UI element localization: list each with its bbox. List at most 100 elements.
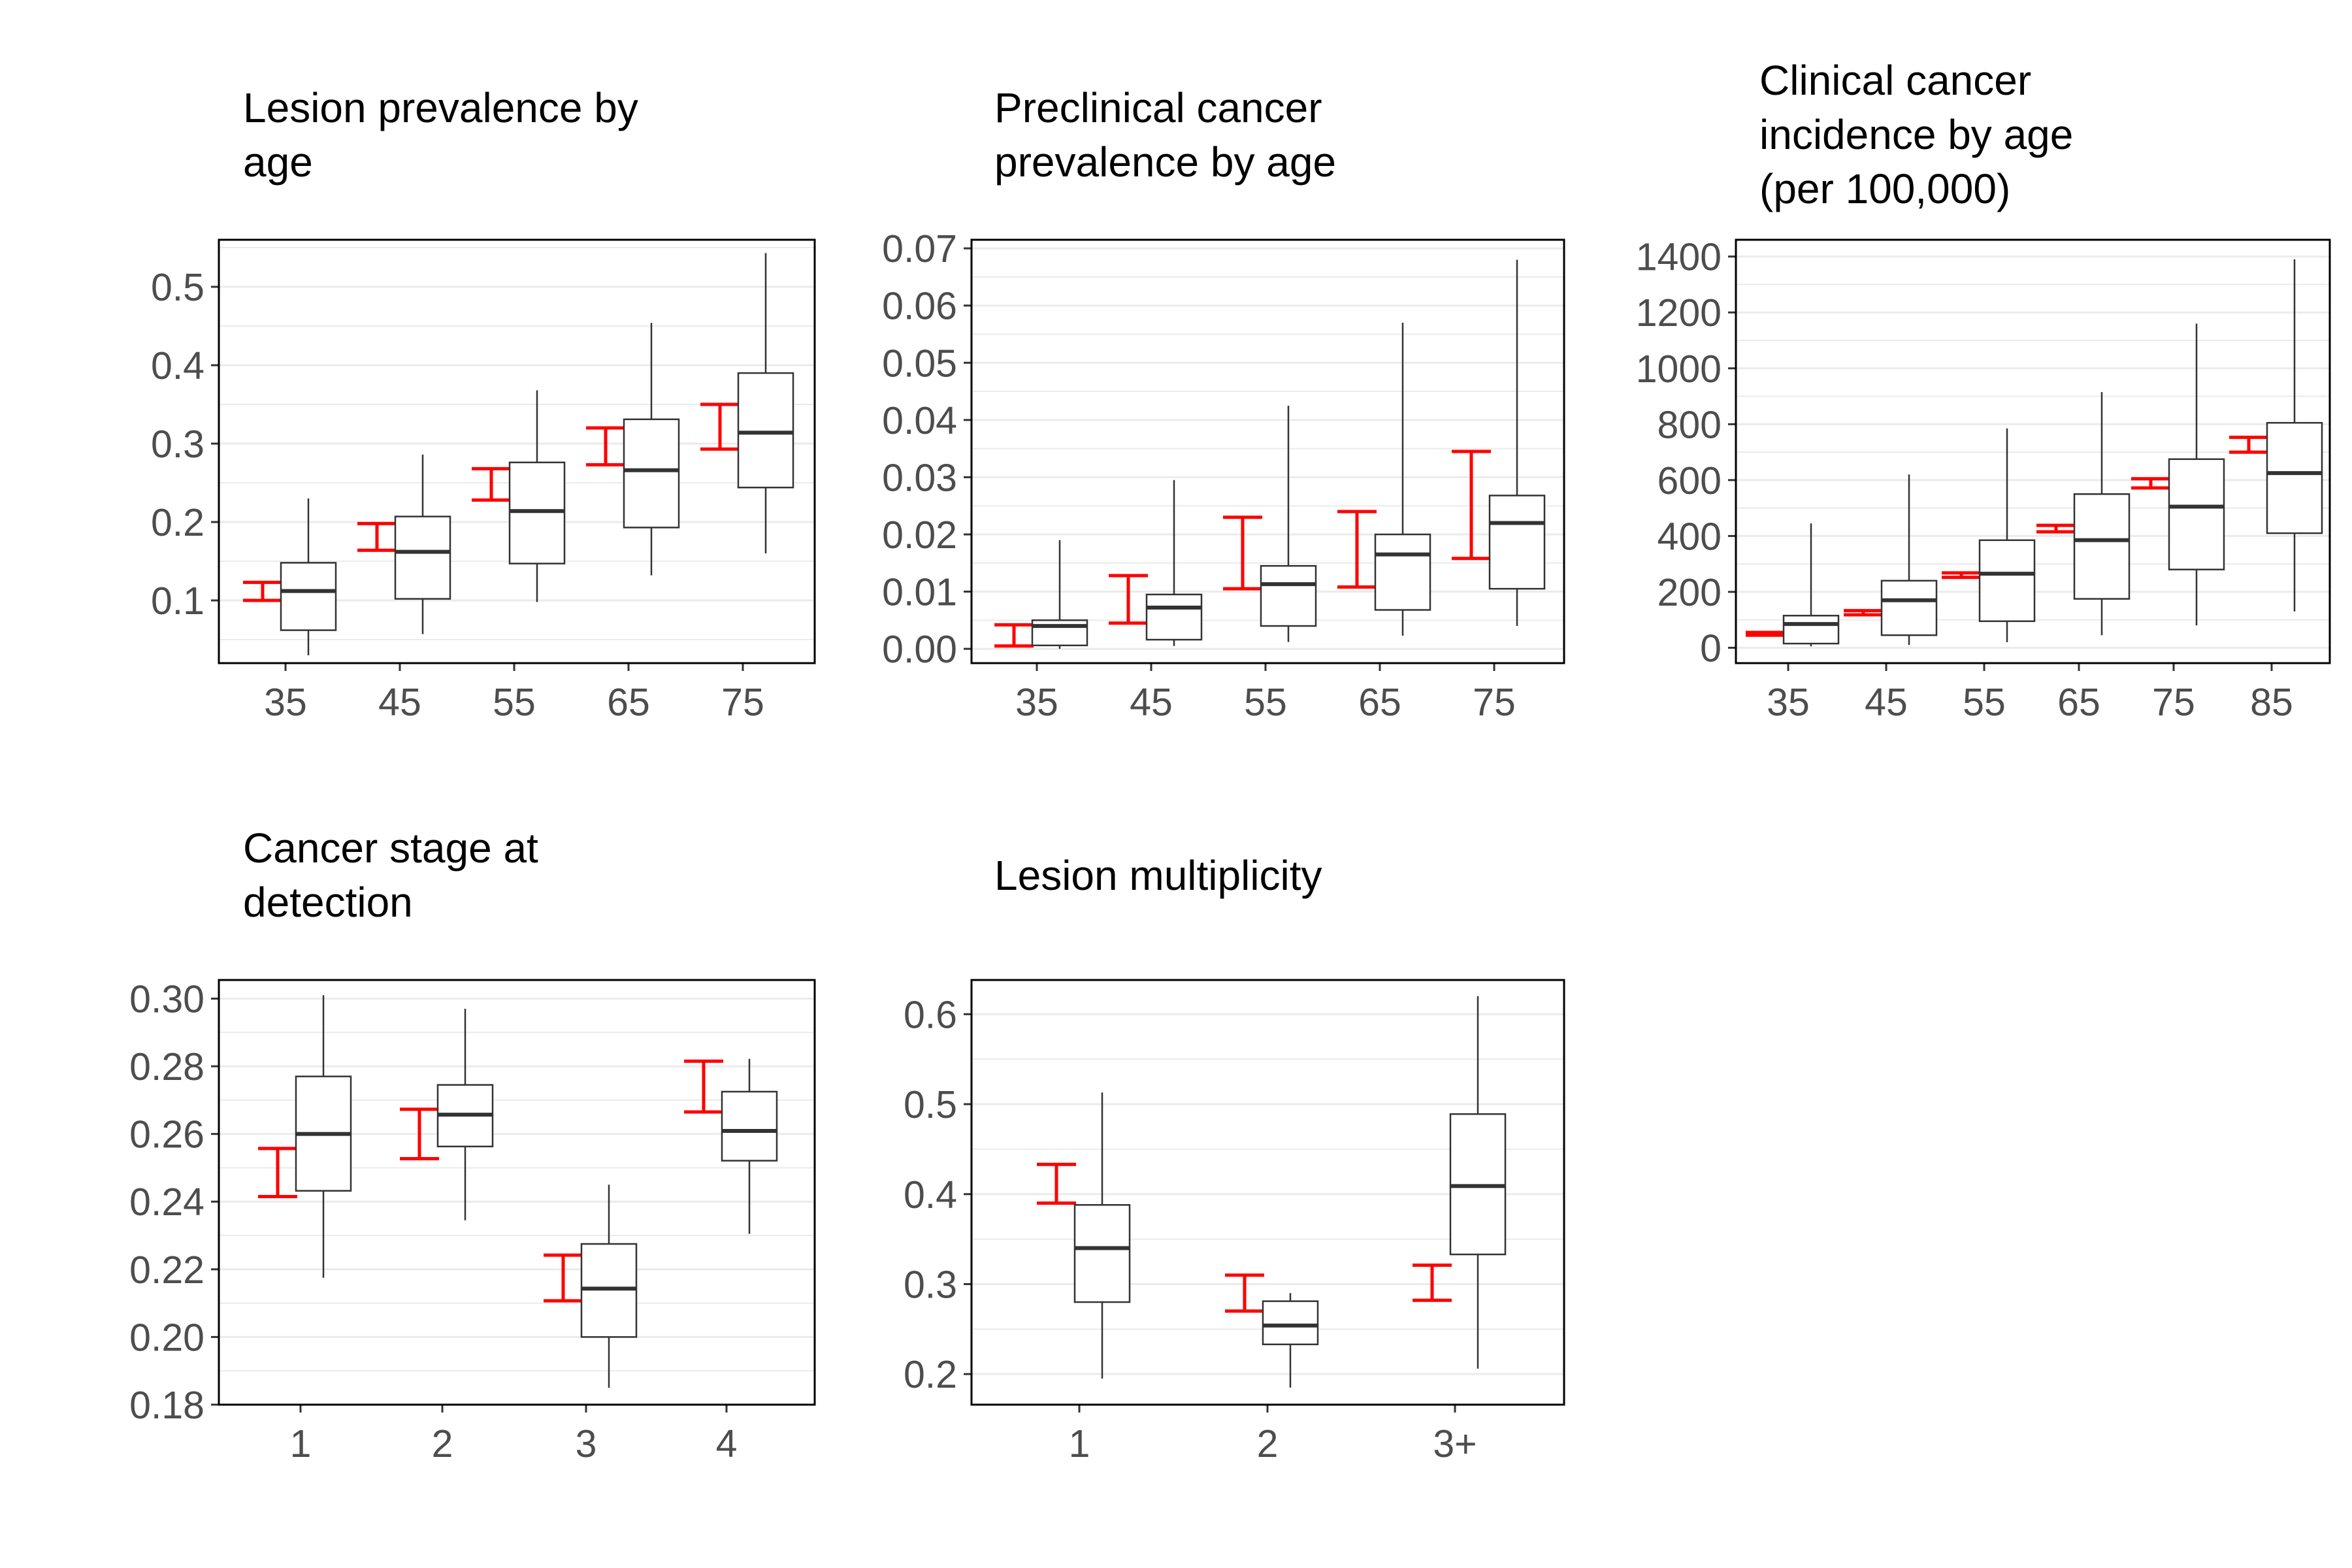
box-whisker bbox=[1374, 322, 1431, 636]
y-tick-label: 0.5 bbox=[904, 1083, 957, 1126]
iqr-box bbox=[394, 515, 451, 600]
y-tick-label: 0 bbox=[1700, 627, 1722, 670]
target-interval bbox=[684, 1059, 723, 1114]
panel-lesion-prevalence: Lesion prevalence by age 0.1 0.2 0.3 0.4 0.5… bbox=[151, 84, 816, 724]
box-whisker bbox=[1782, 523, 1840, 647]
plot-area: 0.1 0.2 0.3 0.4 0.5 35 45 55 65 75 bbox=[151, 238, 816, 724]
box-whisker bbox=[1488, 259, 1546, 627]
plot-area: 0.00 0.01 0.02 0.03 0.04 0.05 0.06 0.07 35 45 55 65… bbox=[882, 227, 1565, 724]
target-interval bbox=[243, 580, 282, 602]
target-interval bbox=[258, 1147, 297, 1198]
x-tick-label: 2 bbox=[432, 1422, 453, 1465]
box-whisker bbox=[1449, 996, 1507, 1369]
target-interval bbox=[1223, 515, 1262, 591]
y-tick-label: 0.22 bbox=[129, 1249, 204, 1292]
box-whisker bbox=[2168, 323, 2225, 626]
iqr-box bbox=[1073, 1204, 1131, 1303]
x-tick-label: 3+ bbox=[1433, 1422, 1477, 1465]
box-whisker bbox=[1073, 1092, 1131, 1379]
box-whisker bbox=[721, 1058, 778, 1234]
panel-title-line: incidence by age bbox=[1759, 111, 2073, 158]
box-whisker bbox=[1262, 1293, 1319, 1388]
target-interval bbox=[586, 426, 625, 466]
x-tick-label: 55 bbox=[493, 681, 536, 724]
target-interval bbox=[994, 623, 1034, 648]
x-tick-label: 85 bbox=[2250, 681, 2293, 724]
box-whisker bbox=[280, 498, 337, 655]
panel-title-line: prevalence by age bbox=[994, 139, 1336, 186]
y-tick-label: 0.1 bbox=[151, 580, 204, 623]
y-tick-label: 800 bbox=[1658, 403, 1722, 446]
target-interval bbox=[1844, 609, 1883, 617]
target-interval bbox=[1037, 1162, 1076, 1205]
target-interval bbox=[357, 521, 397, 552]
y-tick-label: 0.00 bbox=[882, 628, 957, 671]
panel-preclinical-prevalence: Preclinical cancer prevalence by age 0.0… bbox=[882, 84, 1565, 724]
y-tick-label: 600 bbox=[1658, 459, 1722, 502]
x-tick-label: 65 bbox=[1358, 681, 1401, 724]
panel-border bbox=[218, 979, 816, 1406]
iqr-box bbox=[1978, 539, 2036, 623]
panel-border bbox=[1735, 238, 2331, 664]
box-whisker bbox=[1145, 480, 1203, 646]
box-whisker bbox=[1978, 428, 2036, 642]
box-whisker bbox=[295, 995, 352, 1278]
x-tick-label: 75 bbox=[2152, 681, 2195, 724]
y-tick-label: 0.5 bbox=[151, 266, 204, 309]
x-tick-label: 35 bbox=[1767, 681, 1810, 724]
box-whisker bbox=[508, 390, 566, 602]
y-tick-label: 0.6 bbox=[904, 993, 957, 1036]
y-tick-label: 200 bbox=[1658, 571, 1722, 614]
plot-area: 0 200 400 600 800 1000 1200 1400 35 45 55 65 75 85 bbox=[1636, 236, 2331, 724]
y-tick-label: 1400 bbox=[1636, 236, 1722, 279]
y-tick-label: 0.3 bbox=[151, 423, 204, 466]
panel-title-line: detection bbox=[243, 879, 413, 926]
target-interval bbox=[1109, 574, 1148, 625]
plot-area: 0.18 0.20 0.22 0.24 0.26 0.28 0.30 1 2 3 4 bbox=[129, 977, 816, 1465]
iqr-box bbox=[1145, 593, 1203, 641]
iqr-box bbox=[737, 372, 794, 489]
x-tick-label: 45 bbox=[1865, 681, 1908, 724]
x-tick-label: 75 bbox=[721, 681, 764, 724]
target-interval bbox=[2036, 523, 2076, 534]
box-whisker bbox=[1260, 405, 1317, 642]
y-tick-label: 0.20 bbox=[129, 1316, 204, 1359]
target-interval bbox=[1942, 571, 1981, 580]
target-interval bbox=[1413, 1264, 1452, 1302]
x-tick-label: 65 bbox=[2057, 681, 2100, 724]
plot-area: 0.2 0.3 0.4 0.5 0.6 1 2 3+ bbox=[904, 979, 1565, 1465]
target-interval bbox=[544, 1253, 583, 1303]
x-tick-label: 1 bbox=[290, 1422, 312, 1465]
panel-lesion-multiplicity: Lesion multiplicity 0.2 0.3 0.4 0.5 0.6 1 2 3+ bbox=[904, 852, 1565, 1465]
panel-title-line: Lesion prevalence by bbox=[243, 84, 638, 131]
target-interval bbox=[400, 1107, 439, 1160]
box-whisker bbox=[2073, 392, 2131, 636]
target-interval bbox=[1452, 449, 1491, 561]
x-tick-label: 1 bbox=[1069, 1422, 1090, 1465]
x-tick-label: 45 bbox=[1130, 681, 1173, 724]
x-tick-label: 55 bbox=[1963, 681, 2006, 724]
y-tick-label: 0.3 bbox=[904, 1263, 957, 1306]
iqr-box bbox=[1374, 533, 1431, 611]
x-tick-label: 45 bbox=[378, 681, 421, 724]
box-whisker bbox=[1031, 540, 1088, 649]
panel-title-line: age bbox=[243, 139, 313, 186]
y-tick-label: 0.06 bbox=[882, 285, 957, 328]
target-interval bbox=[700, 402, 740, 451]
panel-title-line: (per 100,000) bbox=[1759, 165, 2010, 212]
y-tick-label: 0.26 bbox=[129, 1113, 204, 1156]
y-tick-label: 400 bbox=[1658, 515, 1722, 558]
y-tick-label: 0.28 bbox=[129, 1045, 204, 1088]
target-interval bbox=[1225, 1273, 1264, 1313]
x-tick-label: 4 bbox=[716, 1422, 738, 1465]
iqr-box bbox=[1880, 580, 1938, 636]
panel-border bbox=[970, 238, 1565, 664]
y-tick-label: 0.03 bbox=[882, 456, 957, 499]
y-tick-label: 0.2 bbox=[151, 501, 204, 544]
y-tick-label: 0.07 bbox=[882, 227, 957, 270]
x-tick-label: 2 bbox=[1257, 1422, 1279, 1465]
y-tick-label: 0.18 bbox=[129, 1384, 204, 1427]
x-tick-label: 35 bbox=[264, 681, 307, 724]
x-tick-label: 3 bbox=[576, 1422, 597, 1465]
